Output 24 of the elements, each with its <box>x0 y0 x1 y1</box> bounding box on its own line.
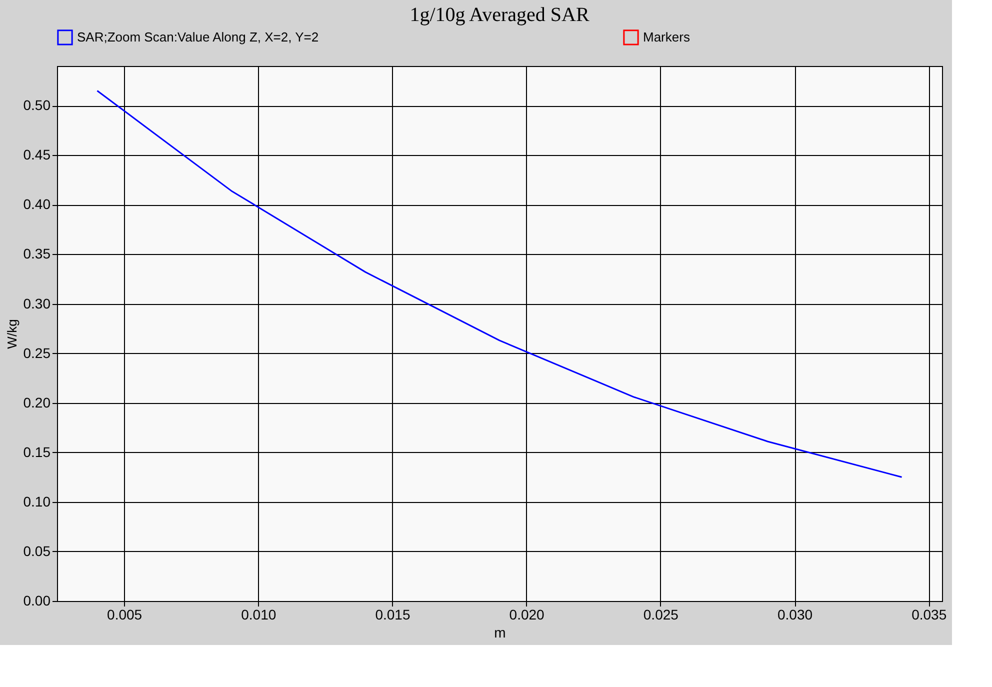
x-tick-label: 0.015 <box>375 606 410 622</box>
y-tick-label: 0.40 <box>23 196 51 212</box>
line-series <box>96 90 903 478</box>
x-tick-label: 0.005 <box>107 606 142 622</box>
x-tick-label: 0.020 <box>509 606 545 622</box>
y-axis-title: W/kg <box>4 319 20 349</box>
x-tick-label: 0.030 <box>777 606 813 622</box>
y-tick-label: 0.05 <box>23 542 51 559</box>
legend-label: Markers <box>643 29 690 44</box>
y-tick-label: 0.10 <box>23 493 51 510</box>
x-tick-label: 0.035 <box>912 606 947 622</box>
y-tick-label: 0.15 <box>23 444 51 460</box>
y-tick-label: 0.30 <box>23 295 51 312</box>
x-tick-label: 0.010 <box>241 606 276 622</box>
y-tick-label: 0.25 <box>23 344 51 361</box>
y-tick-label: 0.45 <box>23 146 51 163</box>
y-tick-label: 0.35 <box>23 246 51 262</box>
y-tick-label: 0.20 <box>23 394 51 410</box>
legend-label: SAR;Zoom Scan:Value Along Z, X=2, Y=2 <box>77 29 319 44</box>
chart-title: 1g/10g Averaged SAR <box>410 4 590 26</box>
x-tick-label: 0.025 <box>643 606 679 622</box>
x-axis-title: m <box>494 624 506 640</box>
y-tick-label: 0.00 <box>23 592 51 608</box>
y-tick-label: 0.50 <box>23 97 51 114</box>
